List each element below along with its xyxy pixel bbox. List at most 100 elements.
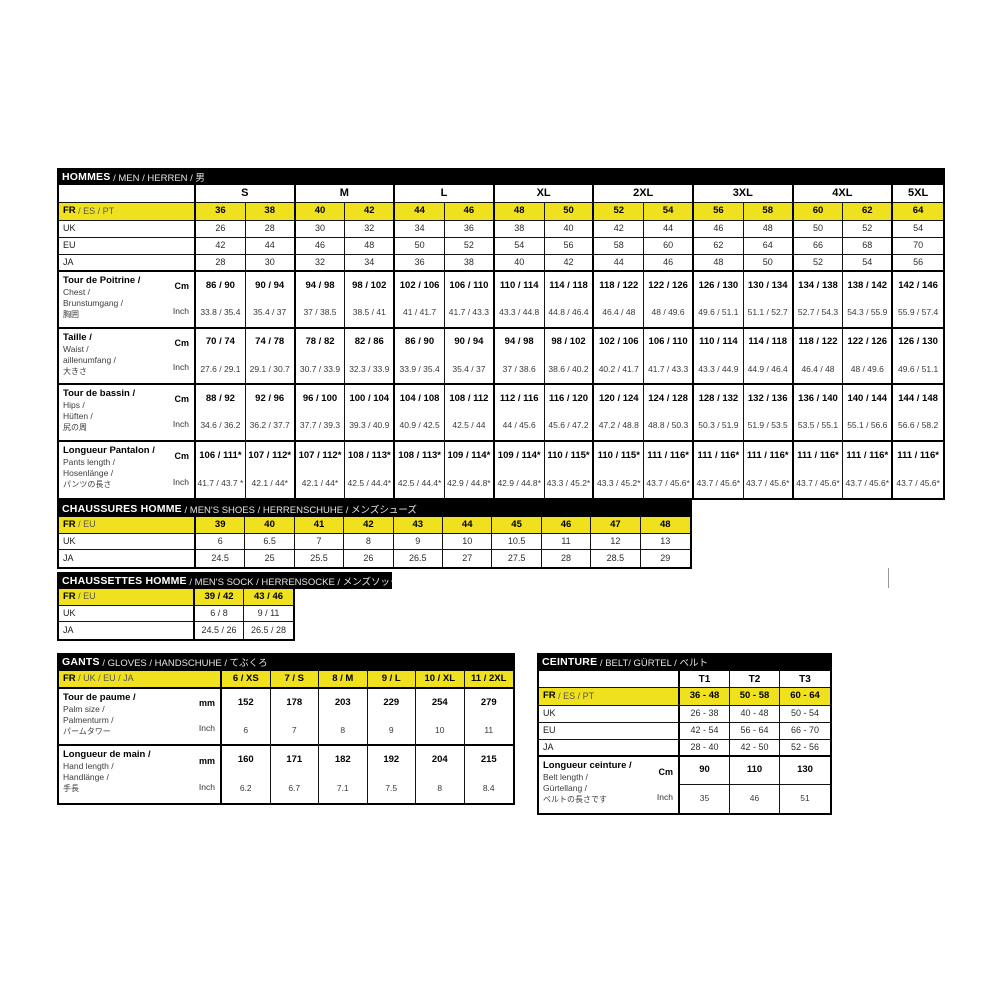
size-value-cell: 32 xyxy=(295,255,346,272)
measure-cell: 144 / 148 56.6 / 58.2 xyxy=(893,385,943,442)
measure-cell: 215 8.4 xyxy=(465,746,514,803)
fr-size-cell: 38 xyxy=(245,203,296,221)
inch-value: 42.1 / 44* xyxy=(301,478,339,489)
inch-value: 47.2 / 48.8 xyxy=(598,420,639,431)
inch-value: 41.7 / 43.7 * xyxy=(197,478,244,489)
fr-es-pt-row-label: FR / ES / PT xyxy=(539,688,680,706)
size-value-cell: 38 xyxy=(444,255,495,272)
measure-label-lines: Tour de bassin / Hips / Hüften / 尻の周 xyxy=(63,388,135,437)
inch-value: 8.4 xyxy=(482,783,495,794)
measure-cell: 111 / 116* 43.7 / 45.6* xyxy=(893,442,943,499)
measure-cell: 138 / 142 54.3 / 55.9 xyxy=(843,272,894,329)
measure-cell: 178 7 xyxy=(270,689,319,746)
shoe-value-cell: 25 xyxy=(245,550,295,567)
inch-value: 39.3 / 40.9 xyxy=(349,420,390,431)
cm-value: 109 / 114* xyxy=(497,449,541,461)
section-title: CHAUSSETTES HOMME xyxy=(62,574,187,587)
size-value-cell: 54 xyxy=(494,238,545,255)
belt-col-header-T2: T2 xyxy=(730,671,780,688)
measure-cell: 111 / 116* 43.7 / 45.6* xyxy=(843,441,894,498)
belt-cm-value: 130 xyxy=(780,757,830,785)
row-label-uk: UK xyxy=(59,605,195,623)
measure-cell: 108 / 113* 42.5 / 44.4* xyxy=(345,441,396,498)
belt-size-cell: 36 - 48 xyxy=(680,688,730,706)
cm-value: 111 / 116* xyxy=(746,449,789,461)
measure-label: Longueur de main / Hand length / Handlänge… xyxy=(59,746,222,803)
measure-cell: 124 / 128 48.8 / 50.3 xyxy=(644,385,694,442)
sock-value-cell: 26.5 / 28 xyxy=(250,624,287,635)
size-value-cell: 36 xyxy=(395,255,445,272)
measure-label-line: Longueur de main / xyxy=(63,749,151,760)
measure-cell: 111 / 116* 43.7 / 45.6* xyxy=(644,441,694,498)
measure-cell: 96 / 100 37.7 / 39.3 xyxy=(295,385,346,442)
shoe-size-cell: 47 xyxy=(591,517,641,534)
row-label-primary: FR xyxy=(63,590,76,602)
shoe-value-cell: 11 xyxy=(541,533,592,551)
size-value-cell: 34 xyxy=(395,221,445,238)
inch-value: 30.7 / 33.9 xyxy=(299,363,341,374)
cm-value: 132 / 136 xyxy=(747,392,788,404)
row-label-eu: EU xyxy=(539,723,680,740)
size-value-cell: 30 xyxy=(245,255,296,272)
inch-value: 8 xyxy=(437,783,443,794)
fr-size-cell: 50 xyxy=(544,203,595,221)
inch-value: 41.7 / 43.3 xyxy=(448,307,489,318)
cm-value: 142 / 146 xyxy=(898,279,938,291)
mm-value: 178 xyxy=(286,696,303,708)
cm-value: 144 / 148 xyxy=(898,392,938,404)
fr-size-cell: 48 xyxy=(494,203,545,221)
cm-value: 86 / 90 xyxy=(205,279,235,291)
row-label-secondary: / ES / PT xyxy=(75,205,115,216)
belt-size-cell: 50 - 58 xyxy=(730,688,780,706)
fr-size-cell: 40 xyxy=(295,203,346,221)
measure-label-line: 大きさ xyxy=(63,366,87,376)
glove-size-cell: 10 / XL xyxy=(416,671,465,689)
measure-cell: 118 / 122 46.4 / 48 xyxy=(793,328,844,385)
unit-labels: mm Inch xyxy=(199,692,215,741)
measure-label-line: 手長 xyxy=(63,784,79,794)
measure-label-line: Hüften / xyxy=(63,411,93,422)
inch-value: 9 xyxy=(388,724,394,735)
size-value-cell: 42 xyxy=(594,221,645,238)
hommes-size-table: S M L XL 2XL 3XL 4XL 5XL FR / ES / PT 36 38 40 42 44 4… xyxy=(57,185,945,500)
measure-cell: 88 / 92 34.6 / 36.2 xyxy=(196,385,246,442)
glove-size-cell: 6 / XS xyxy=(222,671,271,689)
measure-label-line: Chest / xyxy=(63,287,90,298)
size-value-cell: 42 xyxy=(196,238,246,255)
inch-value: 54.3 / 55.9 xyxy=(847,307,888,318)
measure-cell: 111 / 116* 43.7 / 45.6* xyxy=(694,441,744,498)
unit-bottom-label: Inch xyxy=(656,791,673,802)
inch-value: 42.5 / 44.4* xyxy=(347,478,392,489)
unit-bottom-label: Inch xyxy=(172,305,189,316)
cm-value: 114 / 118 xyxy=(549,279,588,291)
measure-label-line: Pants length / xyxy=(63,456,115,467)
row-label-uk: UK xyxy=(59,533,196,551)
measure-label-line: Brunstumgang / xyxy=(63,298,124,309)
measure-cell: 114 / 118 44.9 / 46.4 xyxy=(743,328,794,385)
cm-value: 122 / 126 xyxy=(847,336,888,348)
measure-cell: 122 / 126 48 / 49.6 xyxy=(644,272,694,329)
cm-value: 98 / 102 xyxy=(551,336,586,348)
measure-label-line: ベルトの長さです xyxy=(543,795,607,805)
size-value-cell: 50 xyxy=(395,238,445,255)
measure-cell: 108 / 113* 42.5 / 44.4* xyxy=(395,441,445,498)
inch-value: 32.3 / 33.9 xyxy=(349,363,390,374)
measure-cell: 120 / 124 47.2 / 48.8 xyxy=(594,385,645,442)
fr-size-cell: 46 xyxy=(444,203,495,221)
measure-cell: 130 / 134 51.1 / 52.7 xyxy=(743,272,794,329)
mm-value: 215 xyxy=(480,754,497,766)
section-header-belt: CEINTURE / BELT/ GÜRTEL / ベルト xyxy=(537,653,832,671)
belt-value-cell: 26 - 38 xyxy=(680,706,730,723)
belt-value-cell: 42 - 54 xyxy=(680,723,730,740)
inch-value: 52.7 / 54.3 xyxy=(797,307,839,318)
size-value-cell: 48 xyxy=(693,255,744,272)
shoe-size-cell: 44 xyxy=(443,517,493,534)
size-header-M: M xyxy=(295,185,396,203)
measure-cell: 78 / 82 30.7 / 33.9 xyxy=(295,328,346,385)
measure-cell: 112 / 116 44 / 45.6 xyxy=(494,385,545,442)
shoe-size-cell: 46 xyxy=(541,517,592,534)
shoe-value-cell: 6.5 xyxy=(245,533,295,551)
measure-cell: 70 / 74 27.6 / 29.1 xyxy=(196,328,246,385)
section-subtitle: / BELT/ GÜRTEL / ベルト xyxy=(597,658,708,669)
measure-cell: 94 / 98 37 / 38.6 xyxy=(494,328,545,385)
